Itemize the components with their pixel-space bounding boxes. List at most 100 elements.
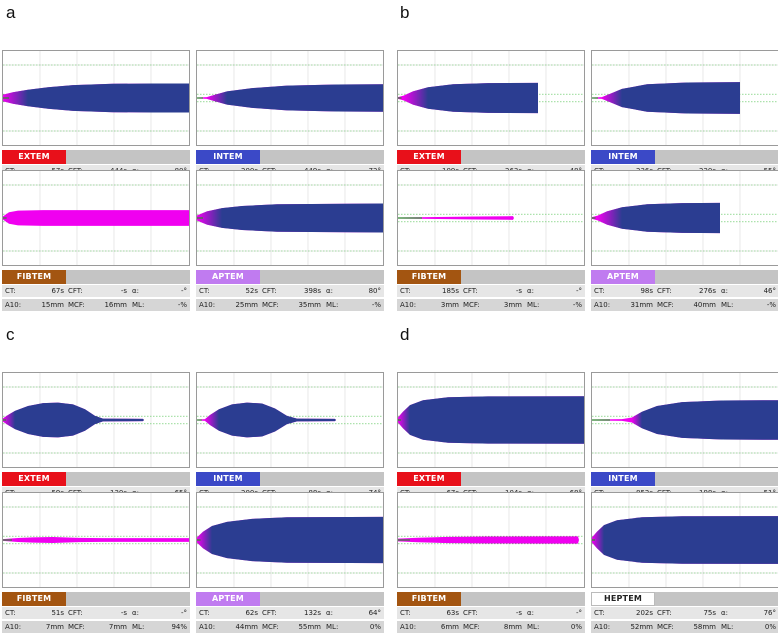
clot-firmness-fill — [212, 516, 383, 564]
mcf-value: 3mm — [503, 301, 522, 309]
mcf-value: 35mm — [298, 301, 321, 309]
parameter-row-timing: CT: 185s CFT: -s α: -° — [397, 285, 585, 297]
ml-value: 0% — [764, 623, 776, 631]
assay-name-badge: INTEM — [591, 472, 655, 486]
temogram-svg — [592, 171, 778, 265]
parameter-row-timing: CT: 62s CFT: 132s α: 64° — [196, 607, 384, 619]
temogram-plot — [397, 492, 585, 588]
a10-label: A10: — [400, 623, 417, 631]
ml-value: -% — [766, 301, 776, 309]
clot-firmness-fill — [622, 202, 720, 234]
assay-cell-fibtem: FIBTEM CT: 63s CFT: -s α: -° A10: 6mm MCF: 8mm ML: 0… — [397, 492, 585, 634]
clot-firmness-fill — [28, 83, 189, 113]
clot-formation-trace — [3, 210, 189, 226]
temogram-plot — [397, 170, 585, 266]
assay-header-strip: INTEM — [591, 472, 778, 486]
clot-firmness-fill — [428, 82, 538, 114]
cft-value: -s — [120, 287, 127, 295]
a10-label: A10: — [5, 301, 22, 309]
assay-name-badge: INTEM — [196, 472, 260, 486]
assay-cell-aptem: APTEM CT: 62s CFT: 132s α: 64° A10: 44mm MCF: 55mm… — [196, 492, 384, 634]
temogram-plot — [196, 50, 384, 146]
alpha-value: -° — [180, 609, 187, 617]
temogram-plot — [591, 372, 778, 468]
ct-value: 62s — [245, 609, 258, 617]
parameter-row-timing: CT: 51s CFT: -s α: -° — [2, 607, 190, 619]
cft-value: -s — [120, 609, 127, 617]
ct-value: 98s — [640, 287, 653, 295]
ct-label: CT: — [199, 287, 210, 295]
temogram-svg — [3, 373, 189, 467]
temogram-svg — [197, 171, 383, 265]
clot-firmness-fill — [642, 400, 778, 440]
cft-label: CFT: — [68, 609, 83, 617]
parameter-row-amplitude: A10: 7mm MCF: 7mm ML: 94% — [2, 621, 190, 633]
ml-value: -% — [177, 301, 187, 309]
alpha-value: 80° — [368, 287, 381, 295]
ml-label: ML: — [132, 623, 145, 631]
a10-value: 31mm — [630, 301, 653, 309]
assay-header-strip: EXTEM — [397, 150, 585, 164]
assay-cell-aptem: APTEM CT: 52s CFT: 398s α: 80° A10: 25mm MCF: 35mm… — [196, 170, 384, 312]
temogram-plot — [591, 170, 778, 266]
parameter-row-timing: CT: 202s CFT: 75s α: 76° — [591, 607, 778, 619]
assay-header-strip: APTEM — [196, 592, 384, 606]
alpha-label: α: — [326, 609, 333, 617]
ct-value: 52s — [245, 287, 258, 295]
mcf-value: 7mm — [108, 623, 127, 631]
assay-name-badge: EXTEM — [397, 472, 461, 486]
temogram-plot — [196, 170, 384, 266]
mcf-label: MCF: — [463, 301, 480, 309]
cft-label: CFT: — [463, 609, 478, 617]
clot-transition-fill — [632, 400, 642, 440]
parameter-row-timing: CT: 63s CFT: -s α: -° — [397, 607, 585, 619]
ml-label: ML: — [527, 623, 540, 631]
parameter-row-timing: CT: 98s CFT: 276s α: 46° — [591, 285, 778, 297]
a10-value: 52mm — [630, 623, 653, 631]
assay-name-badge: EXTEM — [2, 150, 66, 164]
panel-label-c: c — [6, 325, 15, 344]
mcf-label: MCF: — [68, 301, 85, 309]
alpha-label: α: — [527, 609, 534, 617]
assay-name-badge: FIBTEM — [2, 592, 66, 606]
temogram-svg — [398, 171, 584, 265]
assay-cell-heptem: HEPTEM CT: 202s CFT: 75s α: 76° A10: 52mm MCF: 58m… — [591, 492, 778, 634]
assay-name-badge: APTEM — [196, 270, 260, 284]
cft-label: CFT: — [657, 287, 672, 295]
temogram-plot — [2, 170, 190, 266]
parameter-row-amplitude: A10: 31mm MCF: 40mm ML: -% — [591, 299, 778, 311]
temogram-svg — [398, 51, 584, 145]
temogram-svg — [197, 373, 383, 467]
ct-value: 63s — [446, 609, 459, 617]
alpha-label: α: — [326, 287, 333, 295]
temogram-svg — [3, 493, 189, 587]
temogram-plot — [397, 372, 585, 468]
mcf-value: 55mm — [298, 623, 321, 631]
ml-label: ML: — [132, 301, 145, 309]
cft-label: CFT: — [463, 287, 478, 295]
temogram-svg — [592, 373, 778, 467]
cft-value: 75s — [703, 609, 716, 617]
alpha-label: α: — [721, 609, 728, 617]
ct-label: CT: — [5, 287, 16, 295]
ml-value: -% — [572, 301, 582, 309]
mcf-value: 40mm — [693, 301, 716, 309]
a10-value: 15mm — [41, 301, 64, 309]
temogram-plot — [196, 372, 384, 468]
ct-label: CT: — [400, 609, 411, 617]
assay-name-badge: INTEM — [196, 150, 260, 164]
clot-formation-trace — [3, 537, 189, 543]
alpha-label: α: — [721, 287, 728, 295]
ct-value: 67s — [51, 287, 64, 295]
assay-header-strip: APTEM — [591, 270, 778, 284]
clot-firmness-fill — [410, 396, 584, 444]
temogram-plot — [591, 50, 778, 146]
assay-cell-fibtem: FIBTEM CT: 185s CFT: -s α: -° A10: 3mm MCF: 3mm ML:… — [397, 170, 585, 312]
mcf-label: MCF: — [657, 623, 674, 631]
alpha-label: α: — [132, 609, 139, 617]
cft-value: 276s — [698, 287, 716, 295]
temogram-svg — [3, 51, 189, 145]
assay-cell-fibtem: FIBTEM CT: 67s CFT: -s α: -° A10: 15mm MCF: 16mm ML… — [2, 170, 190, 312]
alpha-label: α: — [527, 287, 534, 295]
parameter-row-amplitude: A10: 6mm MCF: 8mm ML: 0% — [397, 621, 585, 633]
